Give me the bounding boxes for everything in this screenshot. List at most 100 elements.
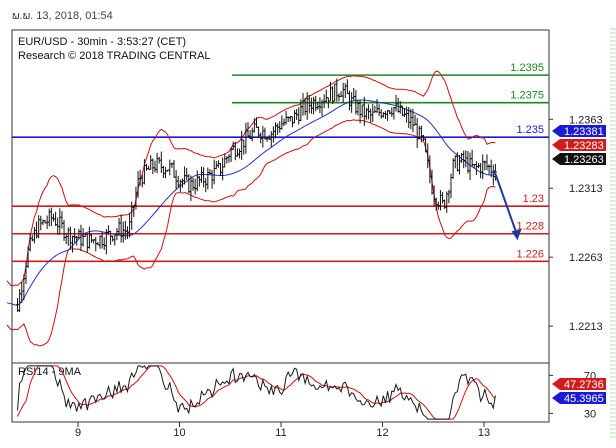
rsi-tag: 47.2736 <box>552 378 606 391</box>
candle <box>280 115 284 130</box>
forecast-arrow-head <box>511 229 522 241</box>
candle <box>32 226 36 244</box>
candle <box>371 104 375 123</box>
rsi-line <box>17 365 496 420</box>
levels-layer: 1.2395 1.2375 1.235 1.23 1.228 1.226 <box>12 62 549 263</box>
candle <box>210 169 214 189</box>
candle <box>274 122 278 139</box>
candle <box>145 163 149 171</box>
scroll-edge[interactable] <box>610 28 616 438</box>
candle <box>390 107 394 117</box>
candle <box>219 163 223 176</box>
candle <box>58 208 62 235</box>
candle <box>392 106 396 120</box>
candle <box>185 167 189 181</box>
candle <box>451 158 455 179</box>
price-tag-label: 1.23381 <box>564 126 604 138</box>
moving-average-line <box>6 99 496 306</box>
candle <box>153 160 157 173</box>
rsi-tick-label: 30 <box>584 408 596 420</box>
candle <box>375 99 379 113</box>
bollinger-bands-layer <box>6 70 496 347</box>
chart-title: EUR/USD - 30min - 3:53:27 (CET) <box>18 36 186 48</box>
candle <box>301 93 305 116</box>
candle <box>318 97 322 114</box>
candle <box>383 110 387 120</box>
candle <box>113 234 117 246</box>
candle <box>221 157 225 181</box>
candle <box>377 104 381 117</box>
candle <box>223 153 227 168</box>
candle <box>197 175 201 187</box>
candle <box>149 155 153 170</box>
level-label: 1.2395 <box>510 62 544 74</box>
candle <box>481 154 485 180</box>
candle <box>87 226 91 249</box>
candle <box>172 159 176 178</box>
candle <box>453 155 457 169</box>
candle <box>187 174 191 194</box>
level-label: 1.228 <box>516 221 544 233</box>
x-tick-label: 9 <box>75 427 81 439</box>
price-tag-bg <box>552 139 606 151</box>
candle <box>90 234 94 243</box>
candle <box>324 89 328 103</box>
candle <box>195 170 199 192</box>
candle <box>111 235 115 242</box>
candle <box>293 110 297 124</box>
level-label: 1.2375 <box>510 90 544 102</box>
rsi-tag-bg <box>552 378 606 390</box>
candle <box>73 228 77 243</box>
candle <box>242 139 246 155</box>
bollinger-upper-band <box>6 70 496 287</box>
forecast-arrow-line <box>493 169 518 234</box>
rsi-tag: 45.3965 <box>552 392 606 405</box>
price-tag: 1.23283 <box>552 139 606 152</box>
price-tag-label: 1.23263 <box>564 154 604 166</box>
level-label: 1.235 <box>516 124 544 136</box>
candle <box>206 167 210 190</box>
candle <box>151 158 155 175</box>
candle <box>176 175 180 188</box>
candle <box>415 118 419 149</box>
candle <box>345 79 349 95</box>
price-panel-frame <box>11 29 550 364</box>
candle <box>426 143 430 169</box>
candle <box>235 148 239 157</box>
x-tick-label: 12 <box>376 427 388 439</box>
price-tag-label: 1.23283 <box>564 140 604 152</box>
candle <box>413 114 417 126</box>
rsi-tag-label: 45.3965 <box>564 393 604 405</box>
level-label: 1.226 <box>516 248 544 260</box>
y-tick-label: 1.2263 <box>569 252 603 264</box>
candle <box>474 161 478 175</box>
candle <box>479 163 483 179</box>
candle <box>276 123 280 135</box>
candle <box>81 228 85 247</box>
candle <box>174 170 178 190</box>
candle <box>278 121 282 133</box>
candle <box>159 151 163 173</box>
candle <box>314 95 318 112</box>
price-tag-bg <box>552 125 606 137</box>
candle <box>121 221 125 243</box>
candle <box>455 152 459 172</box>
rsi-signal-line <box>17 365 496 420</box>
candle <box>337 93 341 102</box>
copyright-text: Research © 2018 TRADING CENTRAL <box>18 50 211 62</box>
candle <box>485 154 489 171</box>
candle <box>309 97 313 114</box>
candle <box>290 116 294 128</box>
candle <box>445 191 449 213</box>
rsi-title: RSI14 - 9MA <box>18 366 82 378</box>
candle <box>37 215 41 239</box>
bollinger-lower-band <box>6 119 496 347</box>
candle <box>464 150 468 168</box>
candle <box>297 107 301 125</box>
y-axis-layer: 1.2363 1.2313 1.2263 1.2213 <box>549 114 603 333</box>
candle <box>441 192 445 204</box>
candle <box>244 122 248 154</box>
timestamp: ພ.ພ. 13, 2018, 01:54 <box>12 10 113 22</box>
candle <box>51 213 55 222</box>
price-tag-bg <box>552 153 606 165</box>
